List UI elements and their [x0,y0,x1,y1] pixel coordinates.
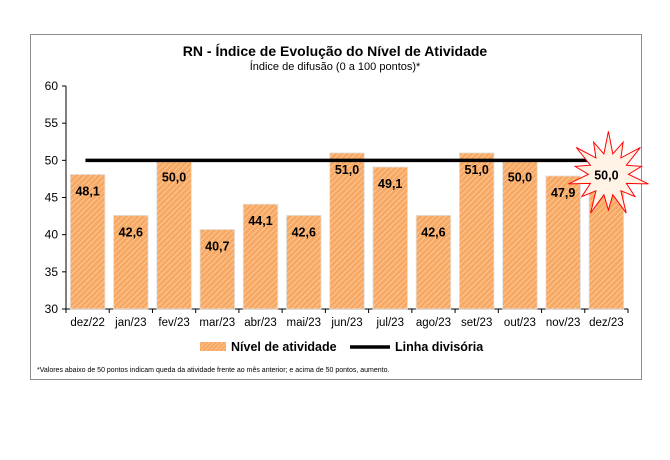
y-tick-label: 50 [45,153,59,167]
data-label: 48,1 [75,184,99,198]
bar [286,214,322,310]
y-tick-label: 40 [45,228,59,242]
y-tick-label: 60 [45,79,59,93]
data-label: 44,1 [248,214,272,228]
legend-label-divider: Linha divisória [395,340,484,354]
bar [69,174,106,310]
x-tick-label: jul/23 [375,317,404,329]
chart-subtitle: Índice de difusão (0 a 100 pontos)* [250,60,421,73]
bar [199,229,235,310]
data-label: 50,0 [594,168,618,182]
x-tick-label: nov/23 [546,317,581,329]
y-tick-label: 55 [45,116,59,130]
x-tick-label: out/23 [504,317,536,329]
x-tick-label: dez/22 [70,317,105,329]
bar [113,214,149,310]
legend-label-bars: Nível de atividade [231,340,337,354]
y-tick-label: 30 [45,302,59,316]
bar [329,152,365,310]
bar [415,214,452,310]
x-tick-label: mai/23 [287,317,322,329]
x-tick-label: dez/23 [589,317,624,329]
data-label: 42,6 [119,225,143,239]
data-label: 49,1 [378,177,402,191]
x-tick-label: jan/23 [114,317,146,329]
data-label: 40,7 [205,239,229,253]
data-label: 50,0 [508,170,532,184]
y-tick-label: 45 [45,191,59,205]
data-label: 42,6 [421,225,445,239]
footnote: *Valores abaixo de 50 pontos indicam que… [37,367,389,374]
bar [242,203,279,310]
x-tick-label: fev/23 [158,317,189,329]
bar [458,152,495,310]
data-label: 50,0 [162,170,186,184]
x-tick-label: abr/23 [244,317,277,329]
x-tick-label: mar/23 [199,317,235,329]
bar [545,175,581,310]
bar [156,159,192,310]
data-label: 47,9 [551,186,575,200]
x-tick-label: ago/23 [416,317,451,329]
y-tick-label: 35 [45,265,59,279]
highlight-burst [568,131,649,214]
data-label: 51,0 [465,163,489,177]
data-label: 42,6 [292,225,316,239]
x-tick-label: set/23 [461,317,492,329]
legend-swatch-bars [200,342,226,351]
x-tick-label: jun/23 [330,317,362,329]
data-label: 51,0 [335,163,359,177]
chart-title: RN - Índice de Evolução do Nível de Ativ… [183,43,488,59]
bar [372,166,408,310]
